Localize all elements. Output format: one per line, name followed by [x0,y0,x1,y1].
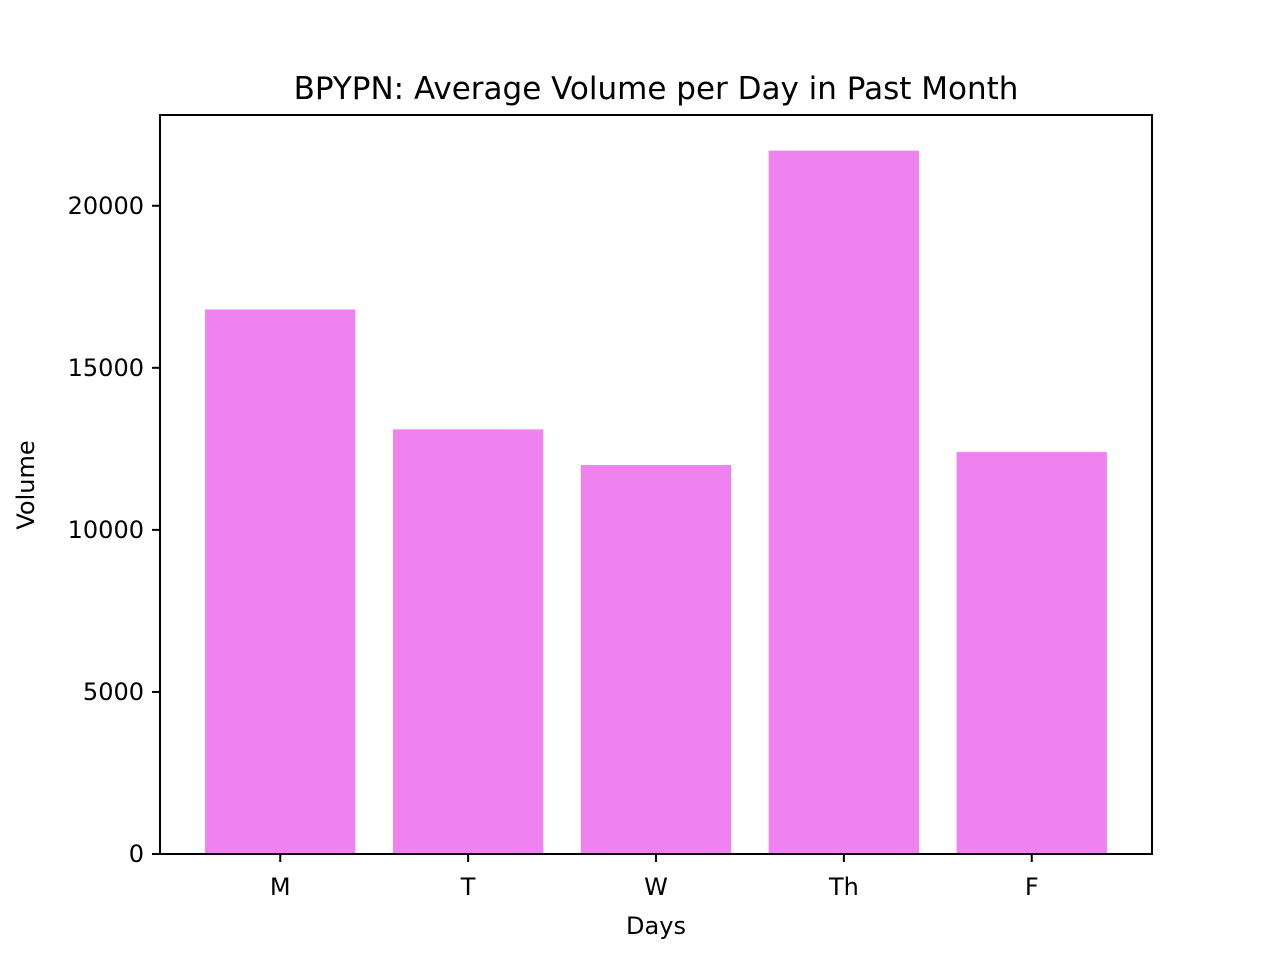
bar-m [205,309,356,854]
y-tick-label: 5000 [83,678,144,706]
x-tick-label: F [1025,873,1039,901]
bars-group [205,150,1107,854]
bar-t [392,429,544,854]
bar-f [956,452,1107,854]
plot-area-frame [159,114,1153,855]
x-tick-label: Th [828,873,859,901]
y-tick-label: 10000 [68,516,144,544]
y-tick-label: 20000 [68,192,144,220]
chart-title: BPYPN: Average Volume per Day in Past Mo… [294,71,1019,107]
y-tick-label: 15000 [68,354,144,382]
y-tick-label: 0 [129,840,144,868]
x-axis-ticks: M T W Th F [270,854,1039,901]
x-tick-label: T [460,873,476,901]
bar-th [768,150,920,854]
x-axis-label: Days [626,912,686,940]
y-axis-label: Volume [12,440,40,529]
x-tick-label: M [270,873,291,901]
bar-w [580,465,732,854]
x-tick-label: W [644,873,668,901]
y-axis-ticks: 0 5000 10000 15000 20000 [68,192,160,868]
